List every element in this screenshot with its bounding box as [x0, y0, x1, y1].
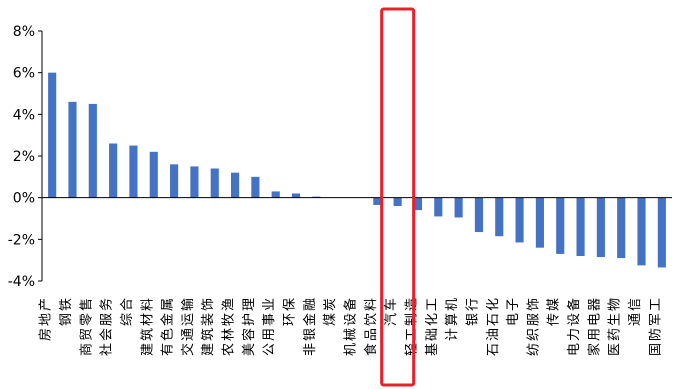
bar — [291, 193, 301, 198]
bar — [48, 72, 57, 198]
bar — [251, 176, 260, 198]
x-tick-label: 美容护理 — [241, 296, 257, 356]
bar — [596, 197, 605, 258]
bar — [474, 197, 483, 233]
x-tick-label: 汽车 — [383, 296, 399, 326]
x-tick-label: 建筑材料 — [139, 296, 155, 356]
bar — [210, 168, 219, 198]
bar — [231, 172, 240, 198]
bar — [434, 197, 443, 217]
x-tick-label: 通信 — [628, 296, 643, 326]
bar — [556, 197, 565, 254]
bar — [129, 145, 138, 198]
bar — [413, 197, 423, 211]
highlight-box — [380, 7, 416, 387]
bar — [68, 101, 77, 198]
bar — [657, 197, 666, 268]
x-tick-label: 综合 — [120, 296, 135, 326]
bar — [495, 197, 504, 237]
bar — [149, 151, 158, 198]
x-tick-label: 石油石化 — [486, 296, 501, 356]
bar — [515, 197, 524, 243]
x-tick-label: 公用事业 — [262, 296, 277, 356]
x-tick-label: 钢铁 — [59, 296, 74, 326]
x-tick-label: 电力设备 — [566, 296, 582, 356]
y-tick-label: 0% — [13, 191, 35, 207]
x-tick-label: 家用电器 — [586, 296, 602, 356]
x-tick-label: 商贸零售 — [78, 296, 94, 356]
x-tick-label: 电子 — [506, 296, 521, 326]
x-tick-label: 轻工制造 — [404, 296, 419, 356]
bar — [535, 197, 544, 248]
x-tick-label: 环保 — [283, 296, 298, 326]
bar — [109, 143, 118, 198]
x-tick-label: 纺织服饰 — [526, 296, 541, 356]
x-tick-label: 食品饮料 — [363, 296, 379, 356]
bars — [48, 72, 666, 268]
x-tick-label: 国防军工 — [647, 296, 663, 356]
y-tick-label: 4% — [13, 107, 35, 123]
x-tick-label: 建筑装饰 — [200, 296, 216, 356]
bar — [617, 197, 626, 259]
x-tick-label: 机械设备 — [343, 296, 359, 356]
x-tick-labels: 房地产 钢铁 商贸零售 社会服务 综合 建筑材料 有色金属 交通运输 建筑装饰 农林牧渔 美容护理公… — [38, 296, 664, 356]
bar — [88, 103, 97, 198]
bar — [271, 191, 280, 198]
x-tick-label: 基础化工 — [425, 296, 440, 356]
x-tick-label: 非银金融 — [302, 296, 318, 356]
x-tick-label: 房地产 — [38, 296, 54, 341]
x-tick-label: 农林牧渔 — [222, 296, 237, 356]
bar — [393, 197, 402, 206]
y-tick-label: 8% — [13, 24, 35, 40]
y-axis: 8% 6% 4% 2% 0% -2% -4% — [8, 24, 43, 290]
x-tick-label: 煤炭 — [323, 296, 338, 326]
bar — [190, 166, 199, 198]
bar — [454, 197, 463, 218]
y-tick-label: -4% — [8, 274, 35, 290]
bar — [576, 197, 585, 256]
bar — [170, 164, 179, 198]
y-tick-label: 2% — [13, 149, 35, 165]
y-tick-label: -2% — [8, 232, 35, 248]
x-tick-label: 计算机 — [445, 296, 460, 341]
x-tick-label: 医药生物 — [608, 296, 623, 356]
x-tick-label: 有色金属 — [160, 296, 176, 356]
x-tick-label: 银行 — [465, 296, 480, 326]
x-tick-label: 社会服务 — [99, 296, 115, 356]
bar — [373, 197, 382, 205]
x-tick-label: 传媒 — [547, 296, 562, 326]
bar — [637, 197, 646, 266]
x-tick-label: 交通运输 — [180, 296, 196, 356]
bar — [312, 196, 321, 198]
y-tick-label: 6% — [13, 66, 35, 82]
